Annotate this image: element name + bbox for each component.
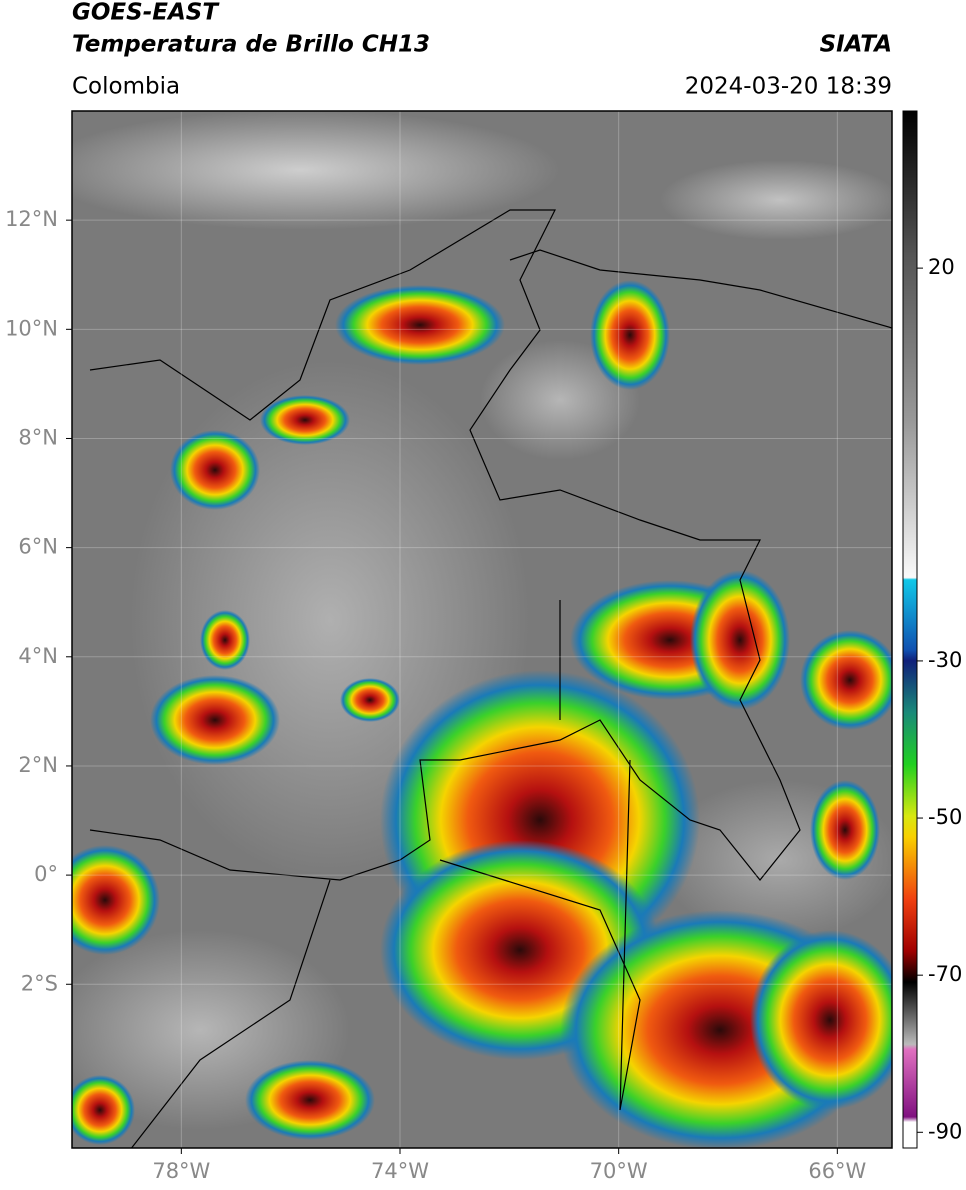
satellite-image — [72, 111, 892, 1148]
timestamp: 2024-03-20 18:39 — [685, 74, 892, 100]
colorbar-tick-label: -50 — [928, 805, 962, 829]
y-tick-label: 2°N — [18, 753, 58, 777]
y-tick-label: 10°N — [5, 316, 58, 340]
x-tick-label: 78°W — [152, 1159, 210, 1183]
x-tick-label: 70°W — [590, 1159, 648, 1183]
y-tick-label: 2°S — [21, 971, 58, 995]
satellite: GOES-EAST — [72, 0, 220, 26]
coastline — [509, 249, 892, 329]
x-tick-label: 74°W — [371, 1159, 429, 1183]
colorbar — [902, 110, 918, 1149]
y-tick-label: 12°N — [5, 207, 58, 231]
x-tick-label: 66°W — [808, 1159, 866, 1183]
y-tick-label: 4°N — [18, 644, 58, 668]
borders — [89, 209, 801, 1148]
source: SIATA — [820, 32, 892, 58]
y-tick-label: 8°N — [18, 425, 58, 449]
y-tick-label: 6°N — [18, 535, 58, 559]
colorbar-tick-label: -90 — [928, 1119, 962, 1143]
y-tick-label: 0° — [34, 862, 58, 886]
colorbar-tick-label: 20 — [928, 255, 955, 279]
region: Colombia — [72, 74, 180, 100]
map-frame — [71, 110, 893, 1149]
product: Temperatura de Brillo CH13 — [72, 32, 430, 58]
colorbar-tick-label: -70 — [928, 962, 962, 986]
colorbar-tick-label: -30 — [928, 648, 962, 672]
